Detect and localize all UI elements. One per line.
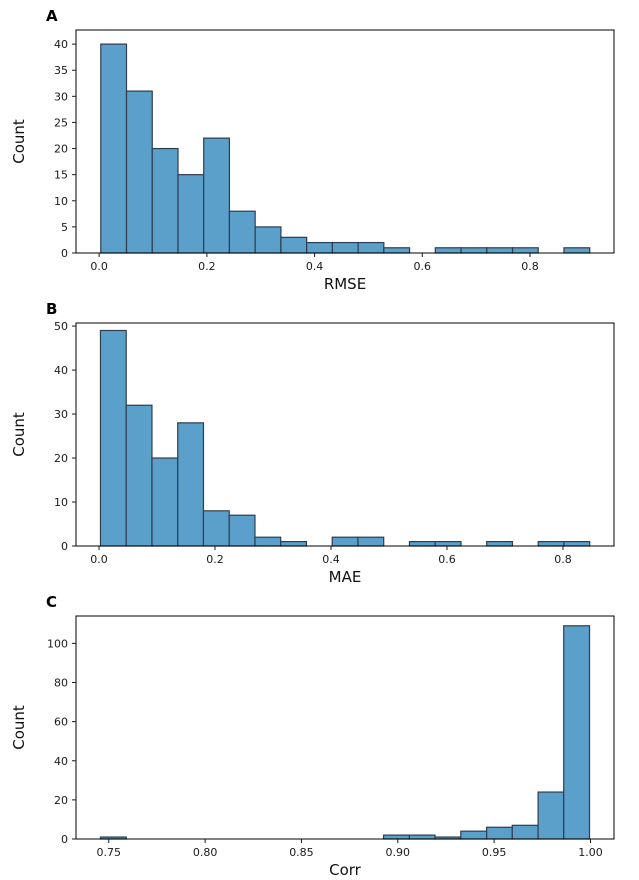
x-tick-label: 0.8 [554, 553, 572, 566]
histogram-bar [460, 247, 488, 254]
y-tick-label: 0 [61, 540, 68, 553]
histogram-bar [306, 241, 334, 254]
y-tick-label: 40 [54, 364, 68, 377]
histogram-bar [537, 541, 565, 547]
axes-box [75, 29, 615, 254]
panel-mae: 0.0 0.2 0.4 0.6 0.8 0 10 20 30 40 50 MAE Count B [0, 293, 639, 586]
histogram-bar [125, 404, 153, 547]
histogram-bar [563, 247, 591, 254]
histogram-bar [254, 226, 282, 254]
y-tick-label: 10 [54, 195, 68, 208]
histogram-bar [486, 826, 513, 840]
histogram-bar [537, 791, 565, 840]
x-tick-label: 0.4 [322, 553, 340, 566]
x-tick-label: 0.2 [206, 553, 224, 566]
x-tick-label: 0.80 [193, 846, 218, 859]
x-tick-label: 0.75 [97, 846, 122, 859]
histogram-bar [357, 241, 385, 254]
histogram-mae: 0.0 0.2 0.4 0.6 0.8 0 10 20 30 40 50 MAE Count B [10, 300, 615, 586]
x-tick-label: 0.6 [438, 553, 456, 566]
histogram-bar [228, 514, 256, 547]
histogram-bar [357, 536, 385, 547]
histogram-bar [228, 210, 256, 254]
axes-box [75, 615, 615, 840]
x-axis-label: Corr [329, 861, 362, 879]
histogram-bar [383, 247, 411, 254]
y-tick-label: 35 [54, 64, 68, 77]
histogram-bar [203, 137, 231, 254]
y-tick-label: 50 [54, 320, 68, 333]
x-tick-label: 0.0 [90, 260, 108, 273]
histogram-bar [408, 541, 436, 547]
panel-corr: 0.75 0.80 0.85 0.90 0.95 1.00 0 20 40 60 80 100 Corr… [0, 586, 639, 880]
histogram-bar [511, 824, 539, 840]
panel-letter: A [46, 7, 58, 25]
x-tick-label: 0.2 [198, 260, 216, 273]
y-tick-label: 80 [54, 677, 68, 690]
x-tick-label: 0.4 [306, 260, 324, 273]
axes-box [75, 322, 615, 547]
histogram-bar [177, 422, 205, 547]
y-tick-label: 15 [54, 169, 68, 182]
histogram-bar [125, 90, 153, 254]
y-tick-label: 0 [61, 833, 68, 846]
y-tick-label: 5 [61, 221, 68, 234]
y-tick-label: 20 [54, 794, 68, 807]
panel-rmse: 0.0 0.2 0.4 0.6 0.8 0 5 10 15 20 25 30 35 40 RMSE Count… [0, 0, 639, 293]
y-tick-label: 40 [54, 38, 68, 51]
y-tick-label: 20 [54, 452, 68, 465]
y-tick-label: 40 [54, 755, 68, 768]
x-axis-label: RMSE [324, 275, 366, 293]
y-axis-label: Count [10, 705, 28, 750]
histogram-bar [151, 147, 179, 254]
x-tick-label: 0.95 [482, 846, 507, 859]
histogram-bar [99, 329, 127, 547]
histogram-bar [486, 247, 514, 254]
histogram-bar [177, 174, 205, 254]
histogram-bar [331, 536, 359, 547]
histogram-bar [434, 541, 462, 547]
y-tick-label: 60 [54, 716, 68, 729]
histogram-bar [280, 236, 308, 254]
x-tick-label: 0.90 [386, 846, 411, 859]
y-axis-label: Count [10, 412, 28, 457]
x-axis-label: MAE [329, 568, 362, 586]
histogram-rmse: 0.0 0.2 0.4 0.6 0.8 0 5 10 15 20 25 30 35 40 RMSE Count… [10, 7, 615, 293]
y-tick-label: 25 [54, 116, 68, 129]
histogram-bar [563, 625, 591, 840]
x-tick-label: 0.8 [521, 260, 539, 273]
histogram-bar [460, 830, 488, 840]
y-tick-label: 30 [54, 408, 68, 421]
histogram-bar [563, 541, 591, 547]
histogram-bar [151, 457, 179, 547]
histogram-bar [254, 536, 282, 547]
y-tick-label: 20 [54, 143, 68, 156]
histogram-bar [408, 834, 436, 840]
histogram-bar [486, 541, 514, 547]
y-axis-label: Count [10, 119, 28, 164]
panel-letter: C [46, 593, 57, 611]
x-tick-label: 0.0 [90, 553, 108, 566]
histogram-bar [202, 510, 230, 547]
y-tick-label: 10 [54, 496, 68, 509]
histogram-bar [511, 247, 539, 254]
y-tick-label: 0 [61, 247, 68, 260]
histogram-bar [382, 834, 410, 840]
histogram-bar [331, 241, 359, 254]
x-tick-label: 0.6 [414, 260, 432, 273]
histogram-bar [280, 541, 308, 547]
x-tick-label: 1.00 [578, 846, 603, 859]
y-tick-label: 30 [54, 90, 68, 103]
x-tick-label: 0.85 [289, 846, 314, 859]
panel-letter: B [46, 300, 57, 318]
histogram-corr: 0.75 0.80 0.85 0.90 0.95 1.00 0 20 40 60 80 100 Corr… [10, 593, 615, 879]
histogram-bar [434, 247, 462, 254]
histogram-bar [100, 43, 128, 254]
y-tick-label: 100 [47, 637, 68, 650]
